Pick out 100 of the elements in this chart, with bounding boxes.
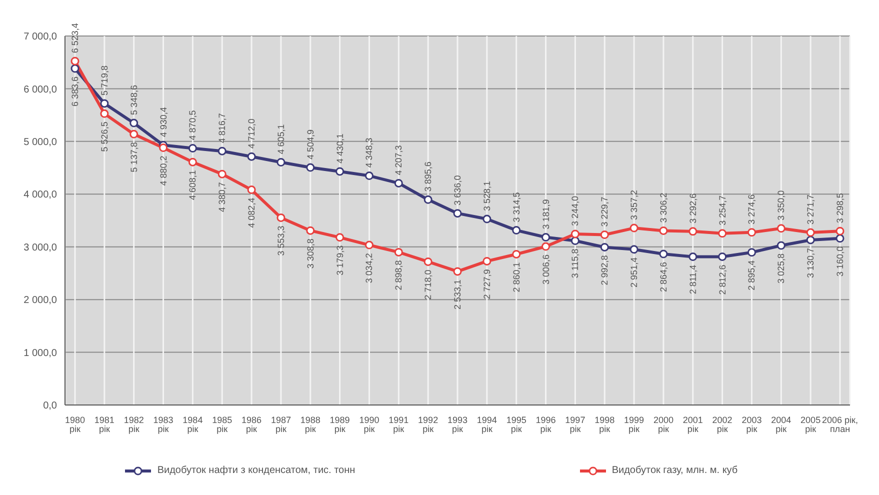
- x-tick-label: 1985 рік: [212, 415, 232, 434]
- data-label: 4 430,1: [334, 133, 345, 164]
- data-label: 5 719,8: [99, 65, 110, 96]
- point: [718, 229, 727, 238]
- data-label: 2 864,6: [658, 262, 668, 292]
- data-label: 3 528,1: [482, 180, 492, 212]
- point: [806, 236, 815, 244]
- data-label: 3 006,6: [540, 254, 551, 285]
- x-tick-label: 1986 рік: [242, 415, 262, 434]
- point: [306, 163, 315, 172]
- x-tick-label: 2002 рік: [712, 415, 732, 434]
- x-tick-label: 1997 рік: [565, 415, 586, 434]
- point: [512, 250, 521, 258]
- y-tick-label: 2 000,0: [24, 295, 58, 306]
- point: [688, 227, 698, 236]
- data-label: 3 292,6: [688, 193, 698, 224]
- data-label: 3 271,7: [806, 194, 816, 225]
- point: [364, 172, 374, 180]
- point: [482, 214, 492, 224]
- x-tick-label: 1981 рік: [94, 415, 114, 434]
- data-label: 2 951,4: [629, 257, 640, 288]
- data-label: 3 034,2: [364, 253, 374, 284]
- x-tick-label: 2003 рік: [742, 415, 762, 434]
- point: [659, 226, 668, 235]
- data-label: 3 308,8: [305, 238, 316, 269]
- data-label: 3 553,3: [276, 226, 286, 256]
- x-tick-label: 1991 рік: [388, 415, 409, 434]
- point: [600, 230, 609, 239]
- x-tick-label: 1990 рік: [359, 415, 380, 434]
- data-label: 4 207,3: [394, 145, 404, 176]
- data-label: 3 314,5: [511, 192, 522, 222]
- data-label: 3 130,7: [806, 248, 816, 278]
- data-label: 5 137,8: [128, 142, 139, 172]
- point: [747, 228, 756, 237]
- data-label: 3 181,9: [540, 199, 551, 230]
- y-tick-label: 5 000,0: [24, 136, 58, 148]
- data-label: 4 380,7: [217, 182, 228, 212]
- data-label: 5 526,5: [99, 122, 110, 152]
- x-tick-label: 1992 рік: [418, 415, 438, 434]
- point: [747, 248, 756, 257]
- data-label: 3 160,0: [835, 246, 845, 276]
- point: [100, 109, 109, 118]
- data-label: 4 870,5: [188, 110, 198, 140]
- data-label: 2 992,8: [600, 255, 610, 286]
- data-label: 4 712,0: [246, 118, 257, 149]
- data-label: 2 718,0: [423, 270, 434, 300]
- point: [542, 242, 550, 251]
- data-label: 3 357,2: [629, 190, 640, 220]
- point: [276, 158, 286, 166]
- x-tick-label: 1993 рік: [447, 415, 468, 434]
- x-tick-label: 1998 рік: [594, 415, 615, 434]
- data-label: 5 348,6: [128, 85, 139, 116]
- data-label: 4 608,1: [188, 170, 198, 200]
- y-tick-label: 7 000,0: [24, 32, 58, 43]
- data-label: 2 812,6: [717, 264, 728, 295]
- x-tick-label: 1982 рік: [124, 415, 144, 434]
- point: [806, 228, 815, 237]
- point: [718, 252, 727, 261]
- data-label: 3 895,6: [423, 162, 434, 192]
- x-tick-label: 1996 рік: [536, 415, 556, 434]
- point: [218, 170, 226, 178]
- data-label: 3 350,0: [776, 190, 786, 220]
- point: [70, 56, 80, 66]
- point: [130, 130, 138, 138]
- data-label: 3 244,0: [570, 196, 580, 226]
- data-label: 4 816,7: [217, 113, 228, 144]
- point: [542, 233, 550, 242]
- point: [453, 209, 462, 218]
- x-tick-label: 1984 рік: [182, 415, 203, 434]
- x-tick-label: 1994 рік: [476, 415, 497, 434]
- point: [247, 186, 256, 194]
- data-label: 6 523,4: [70, 23, 80, 54]
- data-label: 6 383,6: [70, 76, 80, 107]
- point: [394, 178, 403, 188]
- data-label: 3 298,5: [835, 193, 845, 224]
- x-tick-label: 2006 рік, план: [822, 415, 858, 434]
- x-tick-label: 1989 рік: [330, 415, 350, 434]
- point: [688, 252, 698, 262]
- point: [482, 256, 492, 266]
- x-tick-label: 2000 рік: [653, 415, 674, 434]
- x-tick-label: 2004 рік: [771, 415, 792, 434]
- x-tick-label: 2005 рік: [800, 415, 821, 434]
- point: [630, 224, 638, 232]
- data-label: 3 254,7: [717, 195, 728, 226]
- x-tick-label: 1980 рік: [64, 415, 86, 434]
- x-tick-label: 1995 рік: [506, 415, 526, 434]
- point: [70, 64, 80, 73]
- point: [276, 213, 286, 222]
- data-label: 3 229,7: [600, 196, 610, 227]
- data-label: 4 605,1: [276, 124, 286, 154]
- data-label: 3 179,3: [334, 245, 345, 276]
- x-tick-label: 1987 рік: [270, 415, 291, 434]
- point: [424, 195, 432, 204]
- point: [159, 143, 168, 152]
- point: [600, 242, 609, 252]
- y-tick-label: 1 000,0: [24, 348, 58, 359]
- point: [336, 167, 344, 176]
- x-tick-label: 2001 рік: [682, 415, 703, 434]
- point: [100, 99, 109, 108]
- point: [512, 226, 521, 235]
